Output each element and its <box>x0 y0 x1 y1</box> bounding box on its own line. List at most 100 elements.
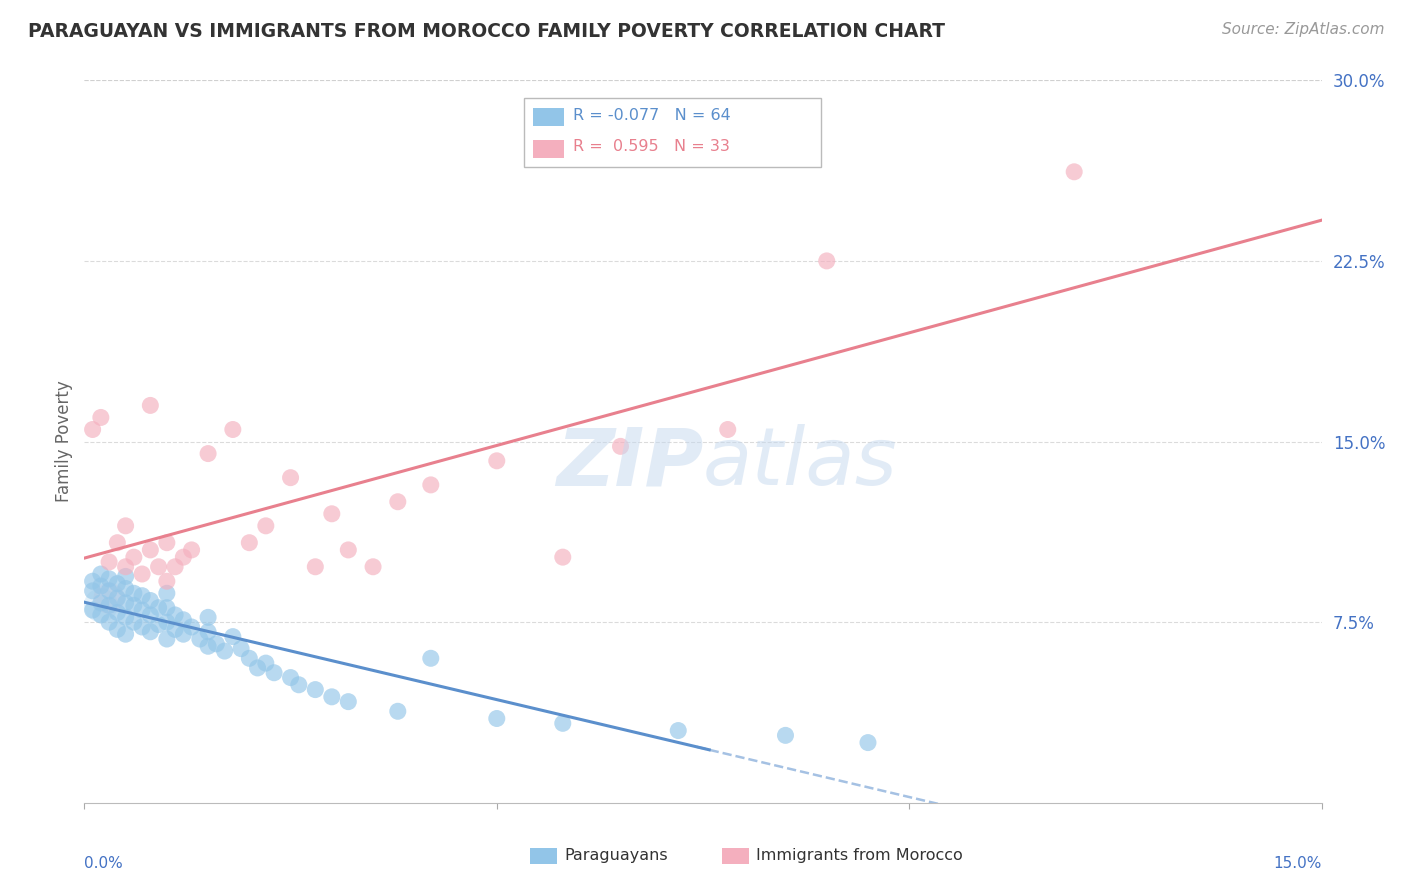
Point <box>188 632 211 646</box>
Point <box>156 615 179 630</box>
Point <box>156 586 179 600</box>
Text: R = -0.077   N = 64: R = -0.077 N = 64 <box>574 108 731 123</box>
Point <box>122 550 145 565</box>
Point <box>139 624 162 639</box>
Point <box>148 617 170 632</box>
Point <box>90 596 112 610</box>
Point <box>165 623 187 637</box>
Text: R =  0.595   N = 33: R = 0.595 N = 33 <box>574 139 730 154</box>
Point <box>254 518 277 533</box>
Point <box>114 559 136 574</box>
Point <box>485 712 508 726</box>
Point <box>197 639 219 653</box>
Point <box>156 632 179 646</box>
Point <box>148 600 170 615</box>
Point <box>419 478 441 492</box>
Point <box>775 728 797 742</box>
Point <box>304 559 326 574</box>
Point <box>131 603 153 617</box>
FancyBboxPatch shape <box>533 108 564 126</box>
Text: Source: ZipAtlas.com: Source: ZipAtlas.com <box>1222 22 1385 37</box>
Point <box>280 671 302 685</box>
Point <box>82 583 104 598</box>
Point <box>139 542 162 557</box>
Point <box>165 607 187 622</box>
Point <box>172 613 194 627</box>
Point <box>197 610 219 624</box>
FancyBboxPatch shape <box>533 139 564 158</box>
Point <box>139 593 162 607</box>
Point <box>122 586 145 600</box>
Point <box>172 627 194 641</box>
Point <box>114 596 136 610</box>
Point <box>1063 165 1085 179</box>
Point <box>156 574 179 589</box>
Text: 15.0%: 15.0% <box>1274 855 1322 871</box>
Point <box>105 606 128 620</box>
Point <box>304 682 326 697</box>
Point <box>82 603 104 617</box>
FancyBboxPatch shape <box>721 848 749 864</box>
Point <box>98 572 121 586</box>
Point <box>82 422 104 436</box>
Point <box>98 591 121 605</box>
Text: Immigrants from Morocco: Immigrants from Morocco <box>756 848 963 863</box>
Point <box>139 398 162 412</box>
Point <box>361 559 384 574</box>
Point <box>156 600 179 615</box>
Point <box>337 542 360 557</box>
Point <box>238 651 260 665</box>
Point <box>337 695 360 709</box>
Point <box>105 591 128 605</box>
Point <box>98 615 121 630</box>
Point <box>263 665 285 680</box>
Point <box>419 651 441 665</box>
Point <box>114 627 136 641</box>
Point <box>114 518 136 533</box>
Text: 0.0%: 0.0% <box>84 855 124 871</box>
Point <box>321 690 343 704</box>
Point <box>551 716 574 731</box>
Point <box>131 620 153 634</box>
Point <box>229 641 252 656</box>
Point <box>238 535 260 549</box>
Point <box>222 630 245 644</box>
FancyBboxPatch shape <box>523 98 821 167</box>
Point <box>254 656 277 670</box>
Point <box>666 723 689 738</box>
Point <box>90 410 112 425</box>
Y-axis label: Family Poverty: Family Poverty <box>55 381 73 502</box>
Point <box>131 567 153 582</box>
Point <box>156 535 179 549</box>
Point <box>82 574 104 589</box>
Point <box>609 439 631 453</box>
Point <box>114 610 136 624</box>
Point <box>180 542 202 557</box>
Point <box>122 615 145 630</box>
Point <box>105 535 128 549</box>
Point <box>98 555 121 569</box>
Point <box>321 507 343 521</box>
Point <box>98 599 121 613</box>
Point <box>815 253 838 268</box>
Point <box>122 599 145 613</box>
Point <box>551 550 574 565</box>
Text: PARAGUAYAN VS IMMIGRANTS FROM MOROCCO FAMILY POVERTY CORRELATION CHART: PARAGUAYAN VS IMMIGRANTS FROM MOROCCO FA… <box>28 22 945 41</box>
FancyBboxPatch shape <box>530 848 557 864</box>
Point <box>105 623 128 637</box>
Point <box>105 576 128 591</box>
Point <box>205 637 228 651</box>
Point <box>114 582 136 596</box>
Point <box>172 550 194 565</box>
Point <box>131 589 153 603</box>
Point <box>222 422 245 436</box>
Point <box>288 678 311 692</box>
Point <box>90 607 112 622</box>
Point <box>139 607 162 622</box>
Point <box>280 470 302 484</box>
Point <box>148 559 170 574</box>
Point <box>856 735 879 749</box>
Point <box>387 494 409 508</box>
Point <box>90 599 112 613</box>
Point <box>98 583 121 598</box>
